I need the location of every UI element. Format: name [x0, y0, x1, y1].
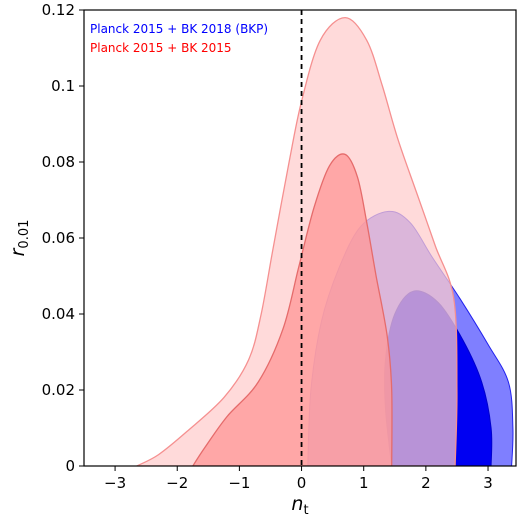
- y-tick-label: 0.12: [42, 1, 75, 19]
- x-tick-label: 1: [359, 474, 369, 492]
- y-tick-label: 0.04: [42, 305, 75, 323]
- x-tick-label: −3: [104, 474, 126, 492]
- x-tick-label: −1: [228, 474, 250, 492]
- x-tick-label: 3: [483, 474, 493, 492]
- contours-layer: [136, 16, 514, 466]
- y-tick-label: 0.08: [42, 153, 75, 171]
- contour-planck-2015-bk-2015-68pct: [192, 153, 393, 466]
- legend: Planck 2015 + BK 2018 (BKP) Planck 2015 …: [90, 22, 268, 55]
- y-axis-ticks: 0 0.02 0.04 0.06 0.08 0.1 0.12: [42, 1, 84, 475]
- legend-entry-bk2015: Planck 2015 + BK 2015: [90, 41, 232, 55]
- y-tick-label: 0.06: [42, 229, 75, 247]
- x-axis-label: nt: [291, 493, 308, 518]
- x-tick-label: 2: [421, 474, 431, 492]
- x-tick-label: 0: [297, 474, 307, 492]
- legend-entry-bkp: Planck 2015 + BK 2018 (BKP): [90, 22, 268, 36]
- y-tick-label: 0.1: [51, 77, 75, 95]
- y-axis-label: r0.01: [7, 220, 32, 257]
- x-axis-ticks: −3 −2 −1 0 1 2 3: [104, 466, 493, 492]
- y-tick-label: 0.02: [42, 381, 75, 399]
- x-tick-label: −2: [166, 474, 188, 492]
- y-tick-label: 0: [65, 457, 75, 475]
